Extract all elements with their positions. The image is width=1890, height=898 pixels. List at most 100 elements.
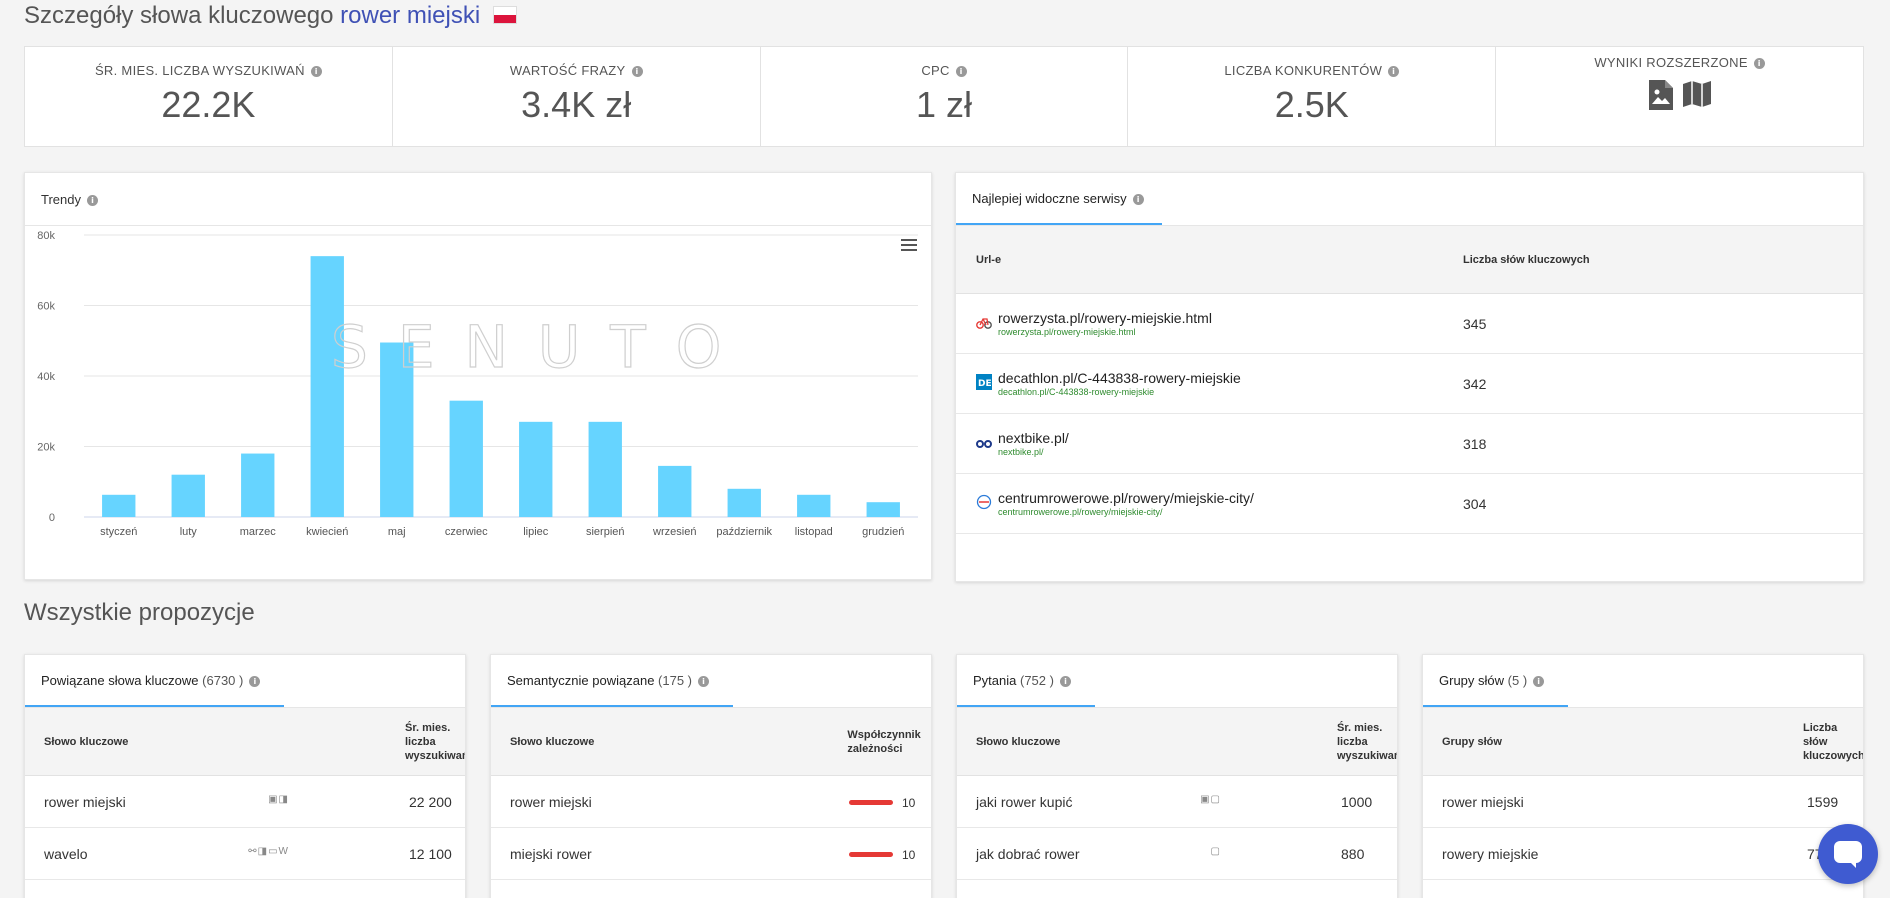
visible-sites-table-header: Url-e Liczba słów kluczowych — [956, 226, 1863, 294]
x-tick-label: grudzień — [862, 526, 904, 538]
trend-bar[interactable] — [658, 465, 692, 517]
panel-header: Pytania (752 ) i — [957, 655, 1397, 708]
y-tick-label: 20k — [37, 442, 55, 454]
row-keyword[interactable]: miejski rower — [510, 845, 592, 862]
info-icon[interactable]: i — [1059, 676, 1071, 687]
table-row[interactable]: miejski rower 10 — [491, 828, 931, 880]
y-tick-label: 60k — [37, 301, 55, 313]
panel-tab-count: (752 ) — [1020, 673, 1054, 688]
info-icon[interactable]: i — [310, 66, 322, 77]
panel-tab[interactable]: Grupy słów (5 ) i — [1423, 655, 1569, 707]
row-keyword[interactable]: rower miejski — [44, 793, 126, 810]
panel-tab-label: Semantycznie powiązane — [507, 673, 655, 688]
site-url-sub[interactable]: nextbike.pl/ — [998, 447, 1044, 457]
watermark-text: SENUTO — [331, 313, 751, 381]
site-row[interactable]: DE decathlon.pl/C-443838-rowery-miejskie d… — [956, 354, 1863, 414]
panel-table-header: Słowo kluczowe Śr. mies. liczba wyszukiwa… — [957, 708, 1397, 776]
page-title-prefix: Szczegóły słowa kluczowego — [24, 2, 334, 29]
site-row[interactable]: centrumrowerowe.pl/rowery/miejskie-city/… — [956, 474, 1863, 534]
row-keyword[interactable]: jak dobrać rower — [976, 845, 1080, 862]
trend-bar[interactable] — [171, 474, 205, 517]
x-tick-label: luty — [180, 526, 198, 538]
trend-bar[interactable] — [102, 494, 136, 517]
row-keyword[interactable]: rower miejski — [1442, 793, 1524, 810]
info-icon[interactable]: i — [1132, 194, 1144, 205]
poland-flag-icon — [492, 6, 517, 24]
page-title: Szczegóły słowa kluczowego rower miejski — [24, 2, 517, 30]
stat-cpc: CPC i 1 zł — [761, 47, 1129, 146]
info-icon[interactable]: i — [1753, 58, 1765, 69]
col-metric: Śr. mies. liczba wyszukiwań — [1337, 721, 1398, 762]
panel-tab[interactable]: Pytania (752 ) i — [957, 655, 1095, 707]
table-row[interactable]: jaki rower kupić ▣▢ 1000 — [957, 776, 1397, 828]
panel-tab-count: (6730 ) — [202, 673, 244, 688]
info-icon[interactable]: i — [1533, 676, 1545, 687]
stat-value: 1 zł — [915, 84, 972, 125]
relevance-bar — [849, 800, 893, 806]
panel-tab[interactable]: Semantycznie powiązane (175 ) i — [491, 655, 734, 707]
tab-visible-sites[interactable]: Najlepiej widoczne serwisy i — [956, 173, 1162, 225]
suggestions-panel: Powiązane słowa kluczowe (6730 ) i Słowo k… — [24, 654, 466, 898]
site-keyword-count: 318 — [1463, 435, 1487, 452]
stat-phrase-value: WARTOŚĆ FRAZY i 3.4K zł — [393, 47, 761, 146]
trend-bar[interactable] — [380, 342, 414, 517]
image-feature-icon[interactable] — [1648, 80, 1673, 110]
panel-tab-count: (5 ) — [1507, 673, 1528, 688]
trend-bar[interactable] — [727, 488, 761, 517]
info-icon[interactable]: i — [698, 676, 710, 687]
table-row[interactable]: jak dobrać rower ▢ 880 — [957, 828, 1397, 880]
row-keyword[interactable]: jaki rower kupić — [976, 793, 1073, 810]
chat-icon — [1834, 841, 1862, 863]
info-icon[interactable]: i — [1388, 66, 1400, 77]
x-tick-label: styczeń — [100, 526, 137, 538]
site-url-sub[interactable]: decathlon.pl/C-443838-rowery-miejskie — [998, 387, 1155, 397]
trend-bar[interactable] — [797, 494, 831, 517]
table-row[interactable]: wavelo ⚯◨▭W 12 100 — [25, 828, 465, 880]
row-keyword[interactable]: wavelo — [44, 845, 88, 862]
site-url-sub[interactable]: rowerzysta.pl/rowery-miejskie.html — [998, 327, 1136, 337]
trend-bar[interactable] — [588, 421, 622, 517]
stat-label: ŚR. MIES. LICZBA WYSZUKIWAŃ — [94, 63, 305, 78]
table-row[interactable]: rower miejski ▣◨ 22 200 — [25, 776, 465, 828]
chat-button[interactable] — [1818, 824, 1878, 884]
row-value: 1599 — [1807, 793, 1839, 810]
trend-bar[interactable] — [310, 256, 344, 517]
tab-label: Najlepiej widoczne serwisy — [972, 191, 1127, 206]
table-row[interactable]: rower miejski 1599 — [1423, 776, 1863, 828]
table-row[interactable]: rowery miejskie777 — [1423, 828, 1863, 880]
col-keyword: Grupy słów — [1442, 735, 1502, 748]
trend-bar[interactable] — [866, 502, 900, 517]
table-row[interactable]: rower miejski 10 — [491, 776, 931, 828]
stat-label: WYNIKI ROZSZERZONE — [1594, 55, 1748, 70]
site-url[interactable]: nextbike.pl/ — [998, 430, 1069, 446]
site-row[interactable]: rowerzysta.pl/rowery-miejskie.html rowerz… — [956, 294, 1863, 354]
centrum-logo-icon — [976, 494, 992, 513]
info-icon[interactable]: i — [86, 195, 98, 206]
trend-bar[interactable] — [449, 400, 483, 517]
site-keyword-count: 342 — [1463, 375, 1487, 392]
info-icon[interactable]: i — [631, 66, 643, 77]
site-row[interactable]: nextbike.pl/nextbike.pl/318 — [956, 414, 1863, 474]
site-url-sub[interactable]: centrumrowerowe.pl/rowery/miejskie-city/ — [998, 507, 1163, 517]
trend-bar[interactable] — [241, 453, 275, 517]
site-url[interactable]: rowerzysta.pl/rowery-miejskie.html — [998, 310, 1212, 326]
chart-menu-icon[interactable] — [901, 239, 917, 254]
serp-feature-icons: ⚯◨▭W — [248, 845, 289, 857]
trend-bar[interactable] — [519, 421, 553, 517]
panel-tab[interactable]: Powiązane słowa kluczowe (6730 ) i — [25, 655, 285, 707]
stat-label: CPC — [921, 63, 950, 78]
col-keyword: Słowo kluczowe — [976, 735, 1061, 748]
info-icon[interactable]: i — [249, 676, 261, 687]
row-keyword[interactable]: rower miejski — [510, 793, 592, 810]
site-url[interactable]: decathlon.pl/C-443838-rowery-miejskie — [998, 370, 1241, 386]
keyword-stats-bar: ŚR. MIES. LICZBA WYSZUKIWAŃ i 22.2K WARTO… — [24, 46, 1864, 147]
all-suggestions-title: Wszystkie propozycje — [24, 599, 255, 626]
x-tick-label: październik — [716, 526, 772, 538]
row-keyword[interactable]: rowery miejskie — [1442, 845, 1539, 862]
panel-tab-label: Powiązane słowa kluczowe — [41, 673, 199, 688]
map-feature-icon[interactable] — [1682, 80, 1711, 108]
info-icon[interactable]: i — [955, 66, 967, 77]
col-metric: Liczba słów kluczowych — [1803, 721, 1864, 762]
site-url[interactable]: centrumrowerowe.pl/rowery/miejskie-city/ — [998, 490, 1254, 506]
panel-tab-count: (175 ) — [658, 673, 693, 688]
